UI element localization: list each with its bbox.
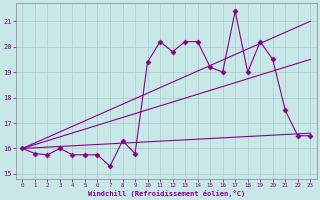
X-axis label: Windchill (Refroidissement éolien,°C): Windchill (Refroidissement éolien,°C) <box>88 190 245 197</box>
